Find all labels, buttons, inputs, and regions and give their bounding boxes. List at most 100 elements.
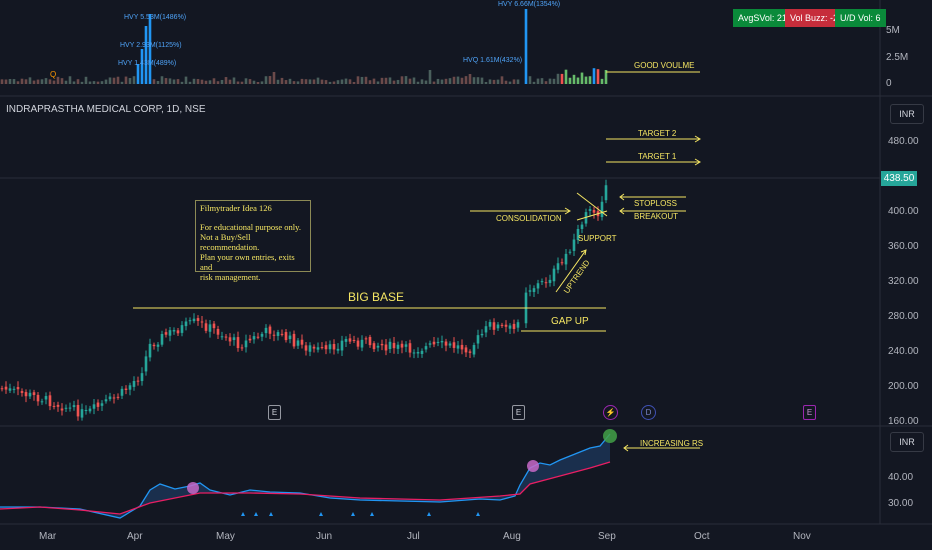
candle-body [84, 410, 88, 412]
candle-body [340, 340, 344, 351]
idea-line: Plan your own entries, exits and [200, 252, 295, 272]
rs-axis-label: 30.00 [888, 498, 914, 509]
split-event-icon[interactable]: ⚡ [603, 405, 618, 420]
volume-bar [28, 77, 32, 84]
volume-label: HVY 6.66M(1354%) [498, 1, 561, 8]
currency-selector[interactable]: INR [890, 104, 924, 124]
candle-body [592, 210, 596, 213]
candle-body [556, 263, 560, 270]
volume-bar [320, 79, 324, 84]
volume-bar [308, 79, 312, 84]
candle-body [312, 346, 316, 349]
rs-triangle [370, 512, 374, 516]
volume-bar [524, 9, 528, 84]
volume-bar [504, 80, 508, 84]
candle-body [492, 322, 496, 330]
candle-body [112, 397, 116, 399]
volume-bar [288, 78, 292, 84]
candle-body [264, 327, 268, 334]
candle-body [232, 337, 236, 340]
volume-bar [336, 80, 340, 84]
volume-bar [232, 77, 236, 84]
volume-bar [348, 79, 352, 84]
volume-bar [508, 81, 512, 84]
volume-bar [176, 79, 180, 84]
candle-body [68, 407, 72, 409]
volume-bar [44, 78, 48, 84]
rs-triangle-markers [241, 512, 480, 516]
rs-axis-label: 40.00 [888, 472, 914, 483]
volume-bar [212, 78, 216, 84]
volume-axis-label: 0 [886, 78, 892, 89]
candle-body [244, 340, 248, 348]
volume-bar [164, 78, 168, 84]
volume-bar [80, 81, 84, 84]
candle-body [132, 380, 136, 387]
candle-body [260, 333, 264, 337]
volume-bar [300, 78, 304, 84]
candle-body [416, 352, 420, 354]
candle-body [252, 336, 256, 340]
candle-body [472, 345, 476, 355]
volume-bars [0, 9, 608, 84]
volume-bar [568, 77, 572, 84]
volume-bar [100, 81, 104, 84]
candle-body [408, 343, 412, 353]
candle-body [268, 326, 272, 334]
candle-body [216, 328, 220, 335]
candle-body [32, 392, 36, 396]
rs-highlight-dot [187, 482, 199, 494]
big-base-label: BIG BASE [348, 290, 405, 304]
candle-body [428, 343, 432, 345]
candle-body [516, 322, 520, 328]
current-price-tag: 438.50 [881, 171, 917, 186]
volume-bar [292, 81, 296, 84]
candle-body [344, 338, 348, 342]
time-axis-label: Jun [316, 531, 333, 542]
candle-body [528, 290, 532, 292]
candle-body [200, 321, 204, 323]
volume-bar [136, 64, 140, 84]
volume-bar [548, 78, 552, 84]
time-axis-label: Oct [694, 531, 710, 542]
earnings-marker[interactable]: E [268, 405, 281, 420]
candle-body [128, 385, 132, 390]
candle-body [124, 388, 128, 391]
volume-bar [488, 79, 492, 84]
candle-body [412, 352, 416, 354]
earnings-marker-upcoming[interactable]: E [803, 405, 816, 420]
volume-bar [364, 76, 368, 84]
candle-body [192, 318, 196, 322]
earnings-marker[interactable]: E [512, 405, 525, 420]
volume-bar [236, 81, 240, 84]
candle-body [352, 339, 356, 341]
price-axis-label: 240.00 [888, 346, 919, 357]
candle-body [540, 281, 544, 283]
volume-bar [228, 79, 232, 84]
volume-bar [528, 76, 532, 84]
candle-body [188, 320, 192, 322]
volume-bar [280, 77, 284, 84]
candle-body [432, 341, 436, 345]
volume-bar [540, 78, 544, 84]
candle-body [296, 340, 300, 346]
dividend-marker[interactable]: D [641, 405, 656, 420]
candle-body [584, 212, 588, 224]
candle-body [236, 337, 240, 349]
candle-body [144, 356, 148, 372]
candle-body [180, 325, 184, 333]
volume-bar [40, 79, 44, 84]
volume-bar [604, 70, 608, 84]
price-axis-label: 280.00 [888, 311, 919, 322]
gap-up-label: GAP UP [551, 316, 589, 327]
volume-bar [116, 76, 120, 84]
volume-bar [496, 79, 500, 84]
volume-bar [456, 76, 460, 84]
candle-body [452, 342, 456, 348]
volume-bar [596, 69, 600, 84]
volume-bar [12, 79, 16, 84]
volume-bar [368, 80, 372, 84]
candle-body [360, 339, 364, 348]
rs-currency-selector[interactable]: INR [890, 432, 924, 452]
